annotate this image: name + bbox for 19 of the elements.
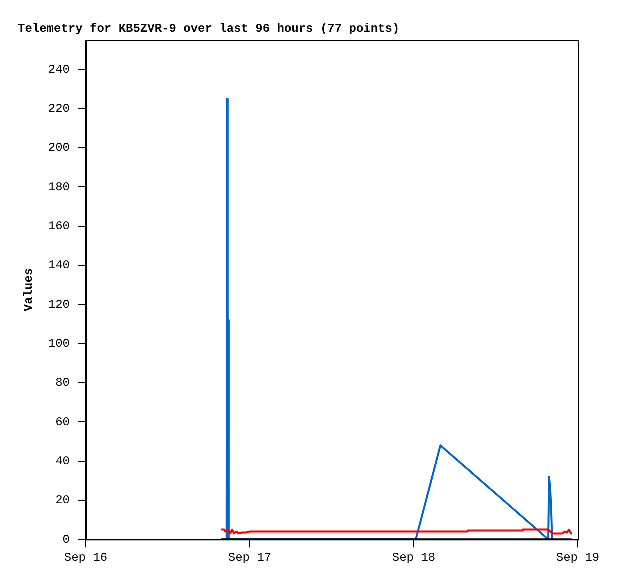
y-tick-label: 220 xyxy=(48,102,70,116)
y-tick-label: 160 xyxy=(48,220,70,234)
y-tick-label: 180 xyxy=(48,180,70,194)
x-tick-label: Sep 16 xyxy=(64,550,108,565)
y-tick-label: 100 xyxy=(48,337,70,352)
y-tick-label: 140 xyxy=(48,258,70,273)
x-tick-label: Sep 18 xyxy=(392,550,436,565)
x-tick-label: Sep 19 xyxy=(556,550,600,565)
chart-title: Telemetry for KB5ZVR-9 over last 96 hours (77 points) xyxy=(18,22,400,36)
y-tick-label: 80 xyxy=(56,376,70,390)
y-tick-label: 20 xyxy=(56,494,70,508)
y-tick-label: 0 xyxy=(62,532,70,547)
y-tick-label: 240 xyxy=(48,62,70,77)
y-tick-label: 200 xyxy=(48,141,70,156)
x-tick-label: Sep 17 xyxy=(228,550,272,565)
y-axis-title: Values xyxy=(22,268,36,312)
y-tick-label: 120 xyxy=(48,298,70,312)
y-tick-label: 60 xyxy=(56,415,70,430)
y-tick-label: 40 xyxy=(56,454,70,468)
